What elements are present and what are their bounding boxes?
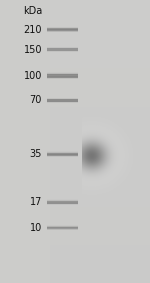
Bar [47,100,78,101]
Bar [47,228,78,229]
Bar [47,100,78,101]
Text: 210: 210 [24,25,42,35]
Bar [47,227,78,229]
Bar [47,78,78,80]
Bar [47,28,78,29]
Bar [47,229,78,230]
Bar [47,100,78,102]
Bar [47,72,78,73]
Bar [47,31,78,32]
Bar [47,29,78,30]
Bar [47,73,78,74]
Bar [47,31,78,32]
Bar [47,76,78,77]
Bar [47,226,78,228]
Bar [47,151,78,153]
Bar [47,203,78,204]
Bar [47,154,78,155]
Bar [47,74,78,75]
Bar [47,29,78,30]
Bar [47,155,78,156]
Bar [47,152,78,153]
Bar [47,28,78,29]
Bar [47,101,78,102]
Bar [47,29,78,30]
Bar [47,98,78,99]
Bar [47,102,78,103]
Bar [47,48,78,50]
Bar [47,229,78,230]
Bar [47,78,78,79]
Bar [47,98,78,99]
Bar [47,50,78,51]
Bar [47,49,78,50]
Bar [47,152,78,153]
Bar [47,102,78,103]
Bar [47,51,78,52]
Bar [47,226,78,227]
Bar [47,204,78,205]
Bar [47,201,78,204]
Bar [47,50,78,51]
Bar [47,31,78,33]
Bar [47,48,78,49]
Bar [47,27,78,28]
Text: 17: 17 [30,197,42,207]
Bar [47,201,78,202]
Text: 100: 100 [24,71,42,81]
Bar [47,227,78,228]
Bar [47,202,78,203]
Bar [47,77,78,78]
Bar [47,47,78,48]
Text: kDa: kDa [23,6,42,16]
Bar [47,228,78,229]
Bar [47,51,78,52]
Bar [47,49,78,50]
Bar [47,200,78,201]
Bar [47,99,78,100]
Bar [47,75,78,76]
Bar [47,27,78,28]
Bar [47,30,78,31]
Bar [47,153,78,154]
Bar [47,73,78,74]
Bar [47,48,78,51]
Bar [47,99,78,100]
Bar [47,74,78,78]
Bar [47,201,78,202]
Bar [47,28,78,31]
Bar [47,154,78,155]
Bar [47,153,78,156]
Bar [47,154,78,155]
Bar [47,153,78,154]
Bar [47,201,78,203]
Bar [47,101,78,102]
Bar [47,74,78,76]
Bar [47,48,78,49]
Bar [47,30,78,31]
Bar [47,50,78,51]
Text: 70: 70 [30,95,42,106]
Bar [47,98,78,100]
Bar [47,155,78,156]
Bar [47,203,78,204]
Text: 150: 150 [24,44,42,55]
Bar [47,229,78,230]
Bar [47,156,78,157]
Bar [47,199,78,200]
Text: 10: 10 [30,223,42,233]
Text: 35: 35 [30,149,42,159]
Bar [47,204,78,205]
Bar [47,99,78,102]
Bar [47,200,78,201]
Bar [47,226,78,227]
Bar [47,76,78,77]
Bar [47,225,78,226]
Bar [47,77,78,78]
Bar [47,227,78,228]
